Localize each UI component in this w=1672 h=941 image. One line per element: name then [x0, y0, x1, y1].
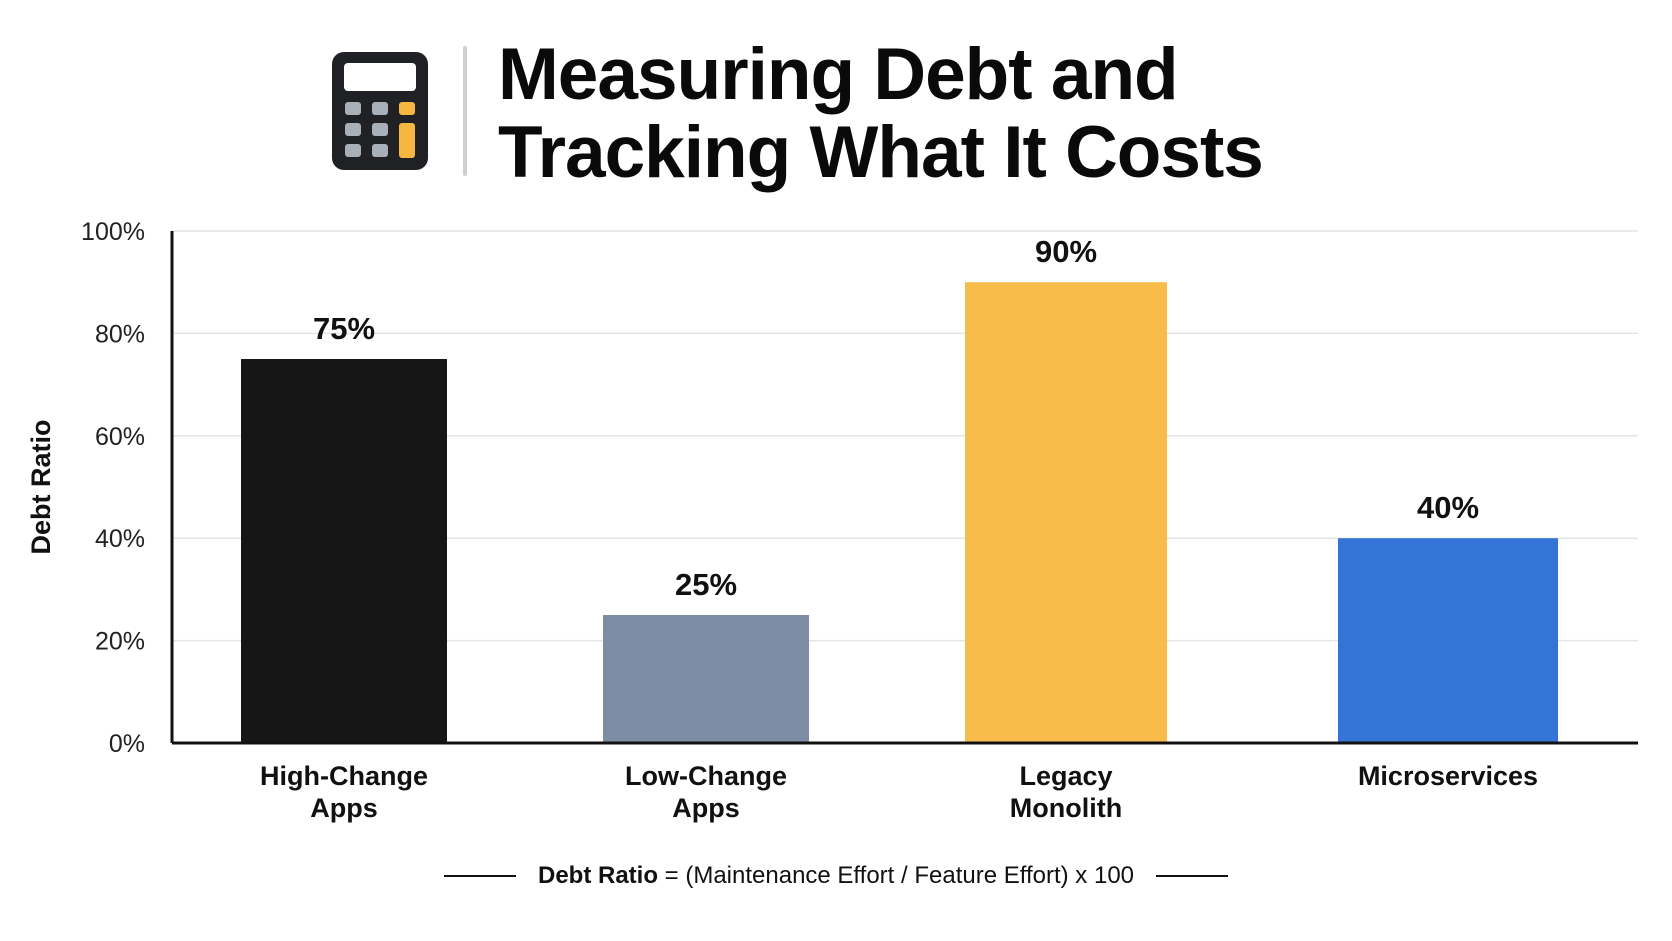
bar-value-label: 75%	[313, 311, 375, 346]
y-tick-label: 40%	[95, 525, 145, 553]
bar	[603, 615, 809, 743]
x-tick-label: Monolith	[1010, 793, 1122, 823]
title-line-1: Measuring Debt and	[498, 34, 1179, 115]
page-title: Measuring Debt and Tracking What It Cost…	[498, 34, 1264, 193]
calculator-icon	[332, 52, 428, 170]
x-tick-label: Legacy	[1019, 761, 1112, 791]
y-tick-label: 0%	[109, 730, 145, 758]
y-axis-title: Debt Ratio	[26, 420, 56, 555]
bar-chart: 0% 20% 40% 60% 80% 100% Debt Ratio 75% High-Chan…	[26, 218, 1638, 823]
y-tick-label: 20%	[95, 628, 145, 656]
bar	[1338, 538, 1558, 743]
bar	[965, 282, 1167, 743]
bar-value-label: 25%	[675, 567, 737, 602]
formula-legend: Debt Ratio = (Maintenance Effort / Featu…	[0, 856, 1672, 896]
title-line-2: Tracking What It Costs	[498, 112, 1264, 193]
y-tick-label: 100%	[81, 218, 145, 246]
bar	[241, 359, 447, 743]
x-tick-label: Microservices	[1358, 761, 1538, 791]
header-divider	[463, 46, 467, 176]
bar-value-label: 90%	[1035, 234, 1097, 269]
bar-value-label: 40%	[1417, 490, 1479, 525]
x-tick-label: High-Change	[260, 761, 428, 791]
formula-rule-left	[443, 875, 516, 877]
y-tick-label: 60%	[95, 423, 145, 451]
x-tick-label: Low-Change	[625, 761, 787, 791]
formula-expression: = (Maintenance Effort / Feature Effort) …	[664, 862, 1135, 889]
header: Measuring Debt and Tracking What It Cost…	[0, 0, 1672, 200]
formula-term: Debt Ratio	[537, 862, 658, 889]
formula-text: Debt Ratio = (Maintenance Effort / Featu…	[538, 862, 1134, 890]
formula-rule-right	[1156, 875, 1229, 877]
y-tick-label: 80%	[95, 320, 145, 348]
x-tick-label: Apps	[672, 793, 740, 823]
x-tick-label: Apps	[310, 793, 378, 823]
